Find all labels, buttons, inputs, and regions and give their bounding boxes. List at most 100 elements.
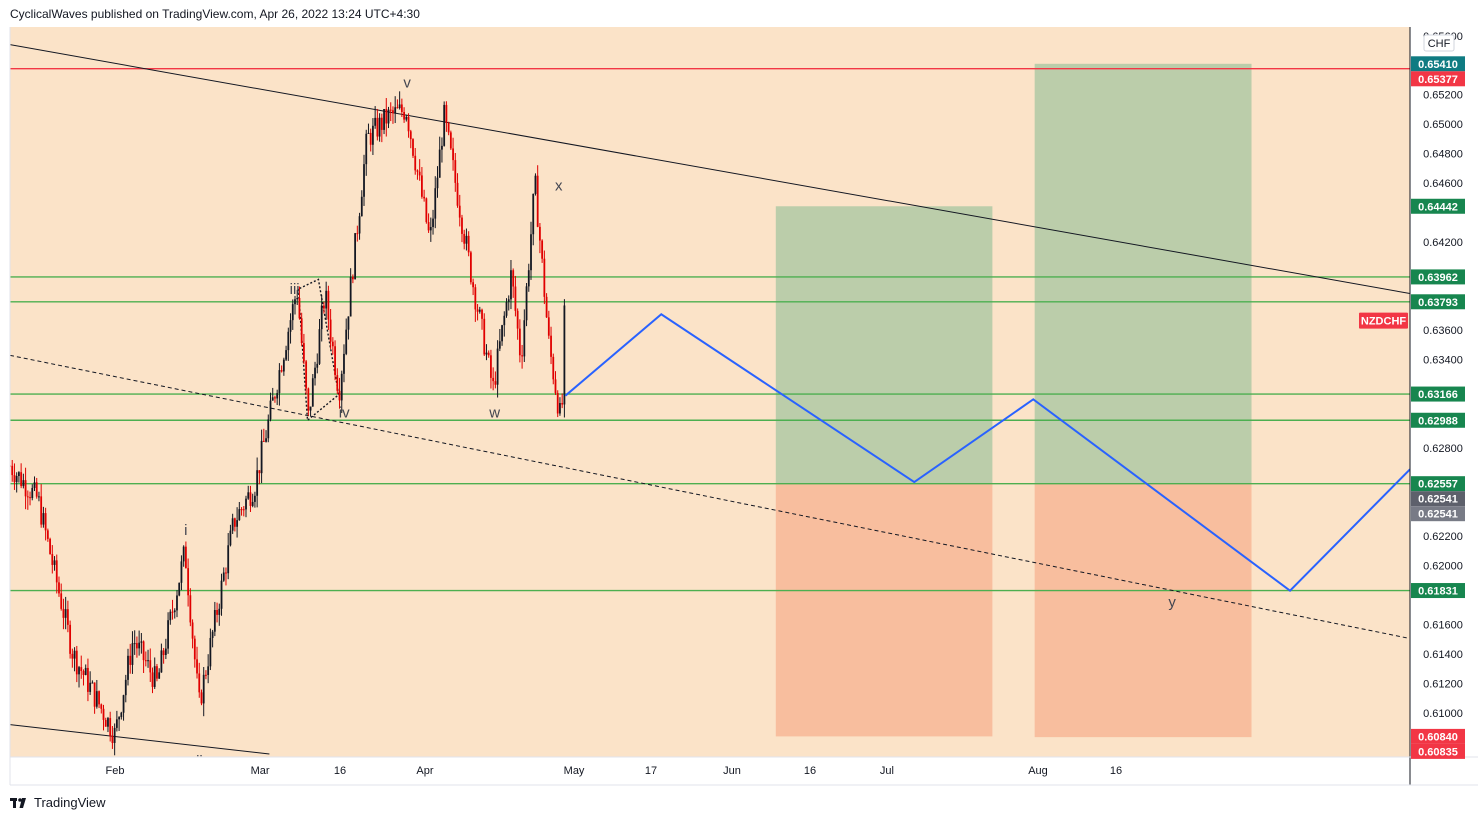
candle-body	[539, 226, 541, 241]
candle-body	[458, 205, 461, 218]
candle-body	[472, 282, 475, 288]
candle	[280, 365, 283, 373]
candle-body	[240, 509, 243, 511]
candle-body	[559, 403, 561, 414]
candle-body	[278, 370, 281, 394]
candle-body	[501, 325, 503, 342]
candle	[518, 319, 521, 363]
candle-body	[131, 643, 134, 665]
candle-body	[298, 297, 301, 319]
candle-body	[189, 595, 192, 623]
price-badge-bg	[1411, 386, 1465, 402]
candle-body	[73, 650, 76, 659]
candle-body	[167, 620, 169, 649]
candle-body	[260, 440, 263, 474]
candle	[372, 118, 374, 155]
candle	[503, 311, 506, 337]
candle-body	[331, 341, 334, 347]
candle	[483, 313, 486, 356]
candle	[131, 631, 134, 674]
candle	[178, 582, 181, 597]
candle	[545, 293, 548, 318]
candle	[400, 98, 403, 117]
candle	[409, 129, 412, 149]
candle	[300, 312, 303, 347]
candle	[151, 667, 154, 694]
candle-body	[247, 492, 250, 499]
candle-body	[44, 513, 47, 531]
candle-body	[498, 341, 501, 349]
candle	[184, 541, 187, 569]
trendline-1	[10, 44, 1410, 295]
candle	[478, 306, 481, 314]
candle-body	[249, 492, 252, 506]
x-tick-label: 16	[334, 765, 346, 777]
candle	[107, 716, 109, 733]
candle	[240, 507, 243, 516]
candle-body	[231, 518, 234, 531]
candle	[211, 629, 214, 648]
candle-body	[233, 518, 236, 527]
candle	[189, 588, 192, 627]
symbol-badge-bg	[1359, 312, 1408, 329]
price-badge-bg	[1411, 198, 1465, 214]
candle-body	[84, 667, 87, 675]
candle-body	[329, 319, 332, 342]
x-tick-label: May	[564, 765, 585, 777]
wave-label-y: y	[1168, 594, 1176, 611]
candle-body	[494, 381, 497, 385]
price-badge-bg	[1411, 491, 1465, 507]
candle	[191, 619, 194, 649]
candle-body	[432, 218, 434, 227]
candle	[405, 114, 408, 122]
wave-label-w: w	[488, 405, 500, 422]
candle	[434, 176, 437, 229]
candle-body	[89, 682, 92, 692]
candle-body	[129, 655, 132, 665]
candle-body	[13, 475, 16, 483]
candle-body	[545, 296, 548, 318]
candle	[196, 646, 198, 679]
candle-body	[340, 373, 343, 401]
candle-body	[351, 276, 354, 280]
candle	[556, 390, 559, 418]
candle-body	[556, 393, 559, 414]
candle	[60, 583, 63, 611]
candle-body	[516, 310, 519, 329]
price-badge-bg	[1411, 71, 1465, 87]
candle	[514, 275, 517, 317]
candle-body	[469, 252, 472, 283]
price-badge-bg	[1411, 728, 1465, 744]
candle	[376, 108, 379, 141]
x-tick-label: Jul	[880, 765, 894, 777]
candle	[412, 138, 414, 158]
candle	[62, 598, 65, 630]
candle-body	[82, 671, 85, 675]
candle-body	[198, 673, 201, 693]
candle	[251, 493, 254, 508]
candle	[347, 316, 350, 340]
candle	[398, 91, 401, 110]
candle	[334, 340, 336, 381]
candle	[33, 476, 36, 492]
candle-body	[476, 309, 479, 312]
candle-body	[378, 117, 381, 137]
candle-body	[407, 116, 410, 132]
candle	[233, 517, 236, 532]
candle-body	[427, 222, 430, 231]
currency-box	[1423, 34, 1455, 52]
candle-body	[127, 655, 129, 680]
candle	[532, 193, 535, 246]
candle	[216, 602, 218, 623]
candle-body	[338, 390, 341, 401]
candle	[202, 667, 205, 717]
candle-body	[209, 637, 212, 667]
price-badge-label: 0.61831	[1418, 586, 1458, 598]
candle-body	[521, 355, 523, 357]
stop-zone-2	[1034, 483, 1252, 738]
price-badge-bg	[1411, 583, 1465, 599]
candle	[331, 337, 334, 355]
candle-body	[87, 667, 89, 692]
